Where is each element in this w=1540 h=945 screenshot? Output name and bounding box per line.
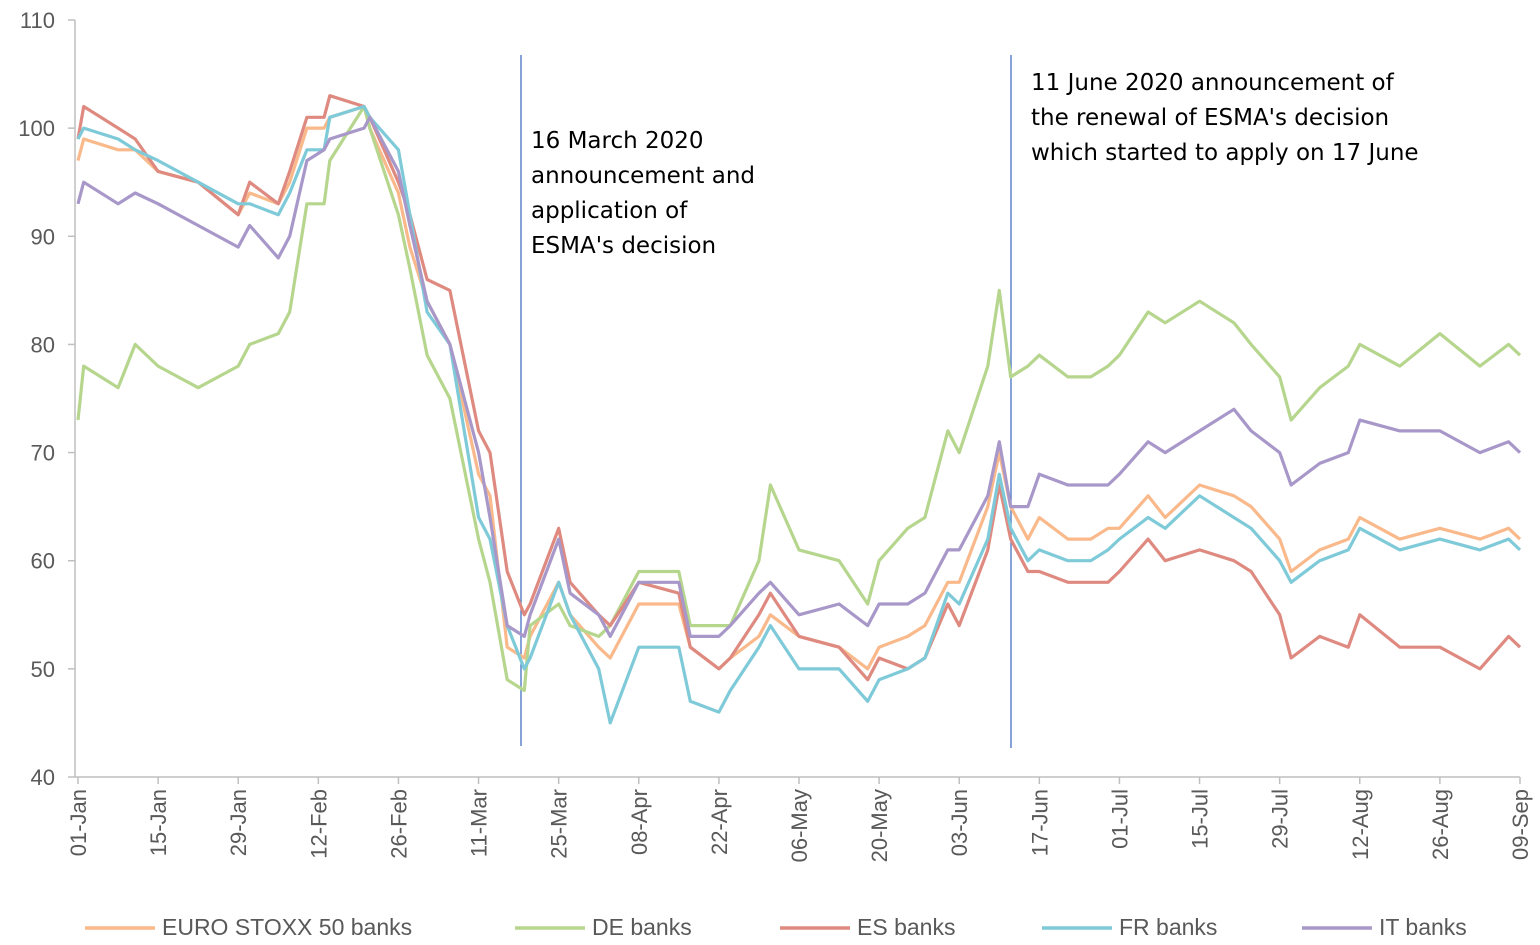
x-tick-label: 29-Jan: [226, 789, 251, 856]
y-tick-label: 70: [31, 441, 55, 466]
series-line: [76, 94, 1522, 682]
x-tick-label: 06-May: [787, 789, 812, 862]
series-line: [76, 104, 1522, 693]
x-tick-label: 29-Jul: [1268, 789, 1293, 849]
x-tick-label: 26-Feb: [386, 789, 411, 859]
y-tick-label: 50: [31, 657, 55, 682]
y-tick-label: 100: [18, 116, 55, 141]
y-tick-label: 40: [31, 765, 55, 790]
x-tick-label: 15-Jan: [146, 789, 171, 856]
x-tick-label: 03-Jun: [947, 789, 972, 856]
annotation: 11 June 2020 announcement of: [1031, 70, 1395, 96]
y-tick-label: 90: [31, 224, 55, 249]
annotation: ESMA's decision: [531, 233, 716, 259]
legend-label: ES banks: [857, 914, 955, 940]
x-tick-label: 15-Jul: [1188, 789, 1213, 849]
x-tick-label: 09-Sep: [1508, 789, 1533, 860]
x-tick-label: 11-Mar: [467, 789, 492, 857]
x-tick-label: 01-Jul: [1107, 789, 1132, 849]
legend-label: EURO STOXX 50 banks: [162, 914, 412, 940]
annotation: the renewal of ESMA's decision: [1031, 105, 1389, 131]
x-tick-label: 12-Feb: [306, 789, 331, 859]
annotation: 16 March 2020: [531, 128, 704, 154]
x-tick-label: 01-Jan: [66, 789, 91, 856]
y-tick-label: 110: [20, 8, 55, 33]
annotation: announcement and: [531, 163, 755, 189]
x-tick-label: 20-May: [867, 789, 892, 862]
y-tick-label: 80: [31, 332, 55, 357]
legend-label: IT banks: [1379, 914, 1467, 940]
x-tick-label: 25-Mar: [547, 789, 572, 859]
x-tick-label: 08-Apr: [627, 789, 652, 855]
series-line: [76, 104, 1522, 725]
y-tick-label: 60: [31, 549, 55, 574]
annotation: which started to apply on 17 June: [1031, 140, 1419, 166]
x-tick-label: 22-Apr: [707, 789, 732, 855]
legend-label: FR banks: [1119, 914, 1217, 940]
series-line: [76, 115, 1522, 638]
series-line: [76, 104, 1522, 671]
annotation: application of: [531, 198, 688, 224]
x-tick-label: 12-Aug: [1348, 789, 1373, 860]
x-tick-label: 17-Jun: [1027, 789, 1052, 856]
x-tick-label: 26-Aug: [1428, 789, 1453, 860]
legend-label: DE banks: [592, 914, 692, 940]
